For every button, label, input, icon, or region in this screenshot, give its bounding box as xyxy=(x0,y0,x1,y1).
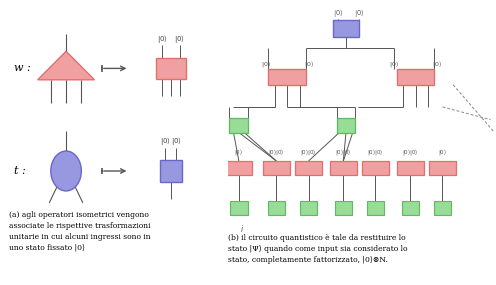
Text: $|0\rangle$: $|0\rangle$ xyxy=(235,147,244,157)
Text: $|0\rangle$: $|0\rangle$ xyxy=(157,33,168,45)
Text: $|0\rangle$: $|0\rangle$ xyxy=(261,58,271,69)
Text: $|0\rangle|0\rangle$: $|0\rangle|0\rangle$ xyxy=(300,147,317,157)
Bar xyxy=(397,161,424,175)
Bar xyxy=(330,161,357,175)
Bar xyxy=(230,201,248,215)
Bar xyxy=(402,201,419,215)
Bar xyxy=(230,118,248,133)
Text: $|0\rangle$: $|0\rangle$ xyxy=(304,58,313,69)
Text: $|0\rangle$: $|0\rangle$ xyxy=(389,58,399,69)
Polygon shape xyxy=(38,51,94,80)
Text: $|0\rangle|0\rangle$: $|0\rangle|0\rangle$ xyxy=(402,147,419,157)
Text: (b) il circuito quantistico è tale da restituire lo
stato |Ψ⟩ quando come input : (b) il circuito quantistico è tale da re… xyxy=(228,234,408,264)
Bar xyxy=(397,69,434,85)
Text: $|0\rangle$: $|0\rangle$ xyxy=(432,58,442,69)
Text: $|0\rangle$: $|0\rangle$ xyxy=(160,135,171,148)
Text: $|0\rangle$: $|0\rangle$ xyxy=(354,7,365,19)
Bar xyxy=(362,161,389,175)
Bar xyxy=(333,20,360,37)
Bar xyxy=(156,58,186,79)
Text: $|0\rangle$: $|0\rangle$ xyxy=(171,135,182,148)
Bar xyxy=(335,201,352,215)
Text: $|0\rangle|0\rangle$: $|0\rangle|0\rangle$ xyxy=(268,147,285,157)
Bar xyxy=(160,160,182,182)
Bar xyxy=(429,161,456,175)
Text: $|0\rangle$: $|0\rangle$ xyxy=(333,7,343,19)
Text: (a) agli operatori isometrici vengono
associate le rispettive trasformazioni
uni: (a) agli operatori isometrici vengono as… xyxy=(9,211,151,252)
Bar xyxy=(434,201,451,215)
Text: t :: t : xyxy=(14,166,25,176)
Circle shape xyxy=(51,151,81,191)
Bar xyxy=(367,201,384,215)
Bar xyxy=(268,69,306,85)
Text: $|0\rangle$: $|0\rangle$ xyxy=(174,33,185,45)
Text: $|0\rangle$: $|0\rangle$ xyxy=(438,147,447,157)
Text: $|0\rangle|0\rangle$: $|0\rangle|0\rangle$ xyxy=(367,147,384,157)
Bar xyxy=(337,118,355,133)
Text: w :: w : xyxy=(14,63,30,74)
Bar xyxy=(300,201,317,215)
Bar xyxy=(263,161,290,175)
Bar xyxy=(226,161,252,175)
Bar xyxy=(268,201,285,215)
Bar xyxy=(295,161,322,175)
Text: $|0\rangle|0\rangle$: $|0\rangle|0\rangle$ xyxy=(335,147,352,157)
Text: $i$: $i$ xyxy=(240,223,244,233)
